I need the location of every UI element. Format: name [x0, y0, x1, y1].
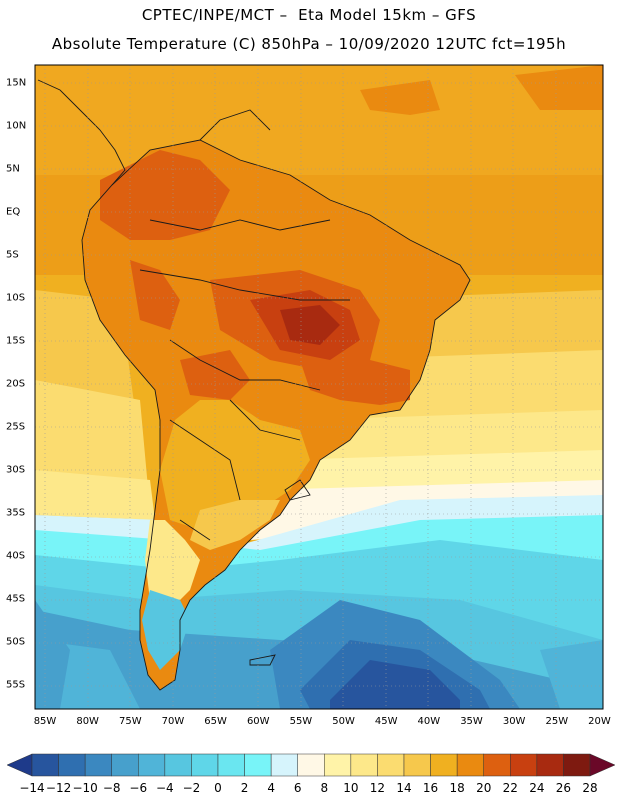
colorbar-swatch — [84, 753, 112, 777]
lat-label: 10N — [6, 120, 27, 132]
lon-label: 20W — [588, 716, 611, 727]
lon-label: 35W — [460, 716, 483, 727]
lat-label: EQ — [6, 206, 21, 218]
colorbar-swatch — [270, 753, 298, 777]
colorbar-label: −4 — [155, 781, 174, 795]
colorbar-label: 8 — [320, 781, 329, 795]
map-frame — [34, 64, 604, 710]
colorbar-label: −6 — [129, 781, 148, 795]
colorbar-label: −2 — [182, 781, 201, 795]
colorbar-swatch — [456, 753, 484, 777]
colorbar-label: 18 — [449, 781, 465, 795]
map-subtitle: Absolute Temperature (C) 850hPa – 10/09/… — [51, 35, 567, 53]
colorbar-swatch — [324, 753, 352, 777]
colorbar-swatch — [217, 753, 245, 777]
colorbar-swatch — [138, 753, 166, 777]
graticule — [35, 65, 603, 709]
lon-label: 80W — [76, 716, 99, 727]
colorbar-swatch — [483, 753, 511, 777]
colorbar-swatch — [510, 753, 538, 777]
colorbar-label: 28 — [582, 781, 598, 795]
colorbar-label: 16 — [422, 781, 439, 795]
colorbar-label: 14 — [396, 781, 412, 795]
colorbar-label: 22 — [502, 781, 518, 795]
lat-label: 30S — [6, 464, 26, 476]
colorbar-swatch — [430, 753, 458, 777]
colorbar-label: 20 — [476, 781, 492, 795]
lon-label: 65W — [204, 716, 227, 727]
colorbar-label: 10 — [343, 781, 359, 795]
colorbar-swatch — [403, 753, 431, 777]
colorbar-swatch — [31, 753, 59, 777]
lon-label: 40W — [417, 716, 441, 727]
colorbar-label: 12 — [369, 781, 386, 795]
colorbar-swatch — [244, 753, 272, 777]
lat-label: 5S — [6, 249, 19, 261]
colorbar — [6, 753, 616, 777]
lat-label: 40S — [6, 550, 26, 562]
colorbar-label: −8 — [102, 781, 121, 795]
temperature-field — [35, 65, 603, 709]
colorbar-label: 24 — [529, 781, 545, 795]
colorbar-label: 2 — [240, 781, 249, 795]
lat-label: 15N — [6, 77, 27, 89]
colorbar-label: 0 — [214, 781, 222, 795]
colorbar-swatch — [350, 753, 378, 777]
lon-label: 75W — [118, 716, 142, 727]
map-title: CPTEC/INPE/MCT – Eta Model 15km – GFS — [141, 6, 477, 24]
colorbar-swatch — [164, 753, 192, 777]
colorbar-label: −10 — [72, 781, 98, 795]
lat-label: 50S — [6, 636, 26, 648]
lat-label: 55S — [6, 679, 26, 691]
colorbar-swatch — [377, 753, 405, 777]
lat-label: 10S — [6, 292, 26, 304]
colorbar-label: 6 — [293, 781, 302, 795]
lon-label: 45W — [374, 716, 398, 727]
lat-label: 25S — [6, 421, 26, 433]
lon-label: 70W — [161, 716, 185, 727]
colorbar-right-arrow — [589, 753, 616, 777]
lon-label: 25W — [545, 716, 569, 727]
coastlines — [37, 79, 471, 691]
colorbar-left-arrow — [6, 753, 33, 777]
colorbar-label: −12 — [45, 781, 72, 795]
colorbar-swatch — [58, 753, 86, 777]
lon-label: 50W — [332, 716, 355, 727]
colorbar-swatch — [297, 753, 325, 777]
lat-label: 35S — [6, 507, 26, 519]
lon-label: 30W — [502, 716, 526, 727]
colorbar-swatch — [536, 753, 564, 777]
lat-label: 20S — [6, 378, 26, 390]
colorbar-swatch — [191, 753, 219, 777]
colorbar-label: 26 — [555, 781, 572, 795]
colorbar-label: 4 — [267, 781, 275, 795]
lon-label: 60W — [246, 716, 270, 727]
lat-label: 45S — [6, 593, 26, 605]
lon-label: 85W — [33, 716, 57, 727]
colorbar-swatch — [563, 753, 591, 777]
lat-label: 15S — [6, 335, 26, 347]
colorbar-label: −14 — [19, 781, 45, 795]
lon-label: 55W — [289, 716, 313, 727]
colorbar-swatch — [111, 753, 139, 777]
lat-label: 5N — [6, 163, 20, 175]
